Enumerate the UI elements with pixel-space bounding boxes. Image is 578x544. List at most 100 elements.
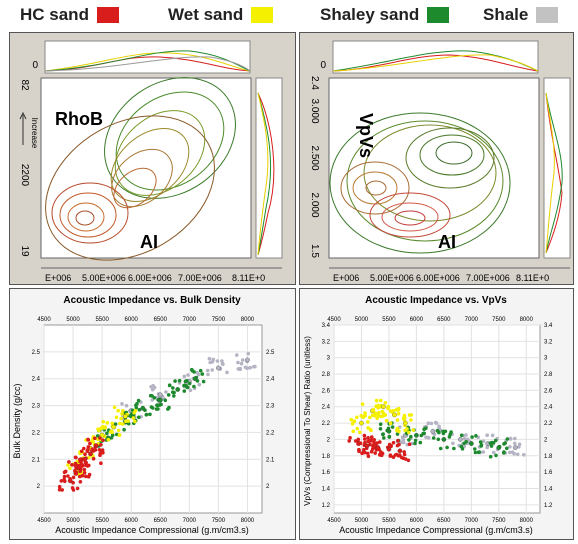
data-point — [86, 447, 90, 452]
contour-shaley-4 — [113, 167, 157, 209]
data-point — [508, 445, 512, 449]
data-point — [106, 437, 111, 442]
data-point — [373, 414, 377, 418]
data-point — [366, 426, 370, 430]
y-tick: 1.5 — [309, 244, 320, 258]
data-point — [177, 378, 182, 383]
data-point — [90, 447, 94, 451]
data-point — [63, 479, 67, 484]
scatter-chart-vpvs: Acoustic Impedance vs. VpVs Acoustic Imp… — [303, 295, 553, 535]
data-point — [374, 404, 378, 409]
data-point — [140, 405, 146, 411]
data-point — [429, 421, 434, 426]
data-point — [350, 421, 355, 426]
x-tick: 7.00E+006 — [466, 273, 510, 283]
x-tick-top: 6000 — [125, 317, 139, 323]
y-tick: 2.000 — [309, 192, 320, 217]
data-point — [366, 451, 370, 456]
x-tick: 5.00E+006 — [82, 273, 126, 283]
data-point — [378, 398, 383, 403]
data-point — [394, 452, 399, 457]
marginal-top-line-wet — [332, 54, 539, 72]
y-tick-right: 2.4 — [266, 377, 275, 383]
data-point — [513, 436, 517, 441]
y-tick: 2.2 — [32, 430, 41, 436]
y-tick: 2200 — [19, 164, 30, 187]
data-point — [82, 471, 87, 475]
data-point — [144, 412, 149, 417]
contour-chart-rhob: 0 RhoB AI 82 Increase 2200 19 — [19, 40, 283, 283]
data-point — [391, 455, 396, 459]
data-point — [494, 453, 498, 458]
marginal-top-line-shaley — [44, 50, 251, 72]
data-point — [407, 442, 412, 446]
data-point — [356, 442, 360, 446]
data-point — [402, 416, 407, 420]
data-point — [418, 440, 423, 445]
data-point — [245, 357, 250, 363]
data-point — [235, 353, 239, 357]
data-point — [59, 479, 64, 483]
data-point — [377, 410, 381, 415]
contour-hc-2 — [59, 192, 117, 238]
contour-outer — [329, 112, 511, 254]
y-tick: 2.500 — [309, 145, 320, 170]
data-point — [508, 450, 512, 455]
data-point — [373, 451, 377, 455]
data-point — [403, 420, 408, 426]
data-point — [79, 449, 84, 454]
data-point — [98, 436, 102, 440]
data-point — [447, 435, 452, 439]
marginal-top-line-shale — [44, 56, 251, 72]
contour-shale-2 — [115, 91, 225, 191]
data-point — [166, 407, 170, 411]
y-tick: 2.6 — [322, 388, 331, 394]
contour-hc-3 — [67, 202, 105, 232]
data-point — [366, 420, 370, 424]
data-point — [388, 409, 393, 413]
data-point — [225, 370, 229, 375]
data-point — [391, 440, 396, 445]
legend-swatch — [536, 7, 559, 23]
scatter-panel-bulk-density: Acoustic Impedance vs. Bulk Density Acou… — [9, 288, 296, 540]
y-tick: 19 — [19, 245, 30, 257]
legend: HC sand Wet sand Shaley sand Shale — [0, 0, 578, 30]
data-point — [137, 408, 142, 412]
data-point — [190, 367, 194, 372]
data-point — [73, 455, 78, 460]
legend-item-shaley-sand: Shaley sand — [320, 4, 450, 26]
increase-arrow-icon — [19, 111, 27, 145]
data-point — [366, 436, 370, 440]
data-point — [383, 401, 388, 405]
legend-swatch — [427, 7, 450, 23]
contour-all-outer — [45, 115, 215, 261]
y-annotation: Increase — [30, 118, 39, 149]
data-point — [173, 379, 177, 383]
marginal-top-tick: 0 — [320, 60, 326, 71]
data-point — [220, 359, 224, 363]
data-point — [422, 427, 426, 432]
data-point — [359, 413, 363, 418]
data-point — [391, 409, 395, 413]
data-point — [79, 459, 83, 463]
contours — [45, 77, 236, 261]
data-point — [101, 419, 105, 424]
data-point — [63, 469, 68, 474]
x-tick-top: 5500 — [382, 317, 396, 323]
data-point — [68, 466, 72, 471]
data-point — [149, 385, 153, 389]
data-point — [388, 454, 393, 458]
data-point — [505, 437, 510, 441]
scatter-panel-vpvs: Acoustic Impedance vs. VpVs Acoustic Imp… — [299, 288, 574, 540]
contour-shale-outer — [104, 77, 236, 199]
data-point — [182, 389, 187, 393]
data-point — [116, 408, 120, 413]
data-point — [111, 424, 117, 430]
data-point — [409, 418, 413, 422]
plot-area — [43, 324, 263, 514]
data-point — [355, 426, 360, 431]
data-point — [216, 365, 221, 371]
data-point — [132, 410, 136, 415]
data-point — [358, 430, 362, 435]
y-tick-right: 2.4 — [544, 405, 553, 411]
